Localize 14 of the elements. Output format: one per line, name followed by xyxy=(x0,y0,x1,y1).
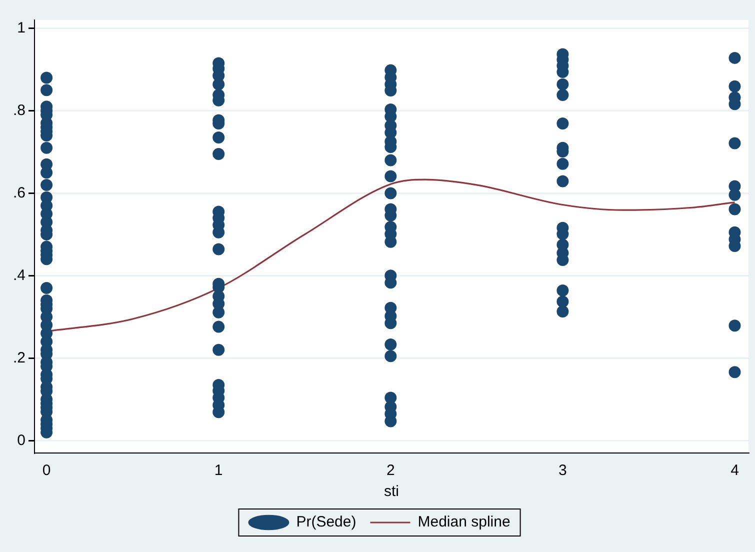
y-tick-label: .6 xyxy=(12,184,26,202)
x-tick-label: 1 xyxy=(214,462,223,480)
y-tick-label: 0 xyxy=(17,432,26,449)
y-tick-label: .4 xyxy=(12,266,26,284)
y-tick-label: .2 xyxy=(12,349,26,366)
legend-label: Pr(Sede) xyxy=(296,514,356,531)
x-tick-label: 4 xyxy=(730,462,739,480)
legend-label: Median spline xyxy=(418,514,510,531)
y-tick-label: .8 xyxy=(12,102,26,119)
y-tick-label: 1 xyxy=(17,19,26,36)
x-tick-label: 3 xyxy=(558,462,567,480)
x-tick-label: 2 xyxy=(386,462,395,480)
x-tick-label: 0 xyxy=(42,462,51,480)
x-axis-title: sti xyxy=(384,483,400,500)
